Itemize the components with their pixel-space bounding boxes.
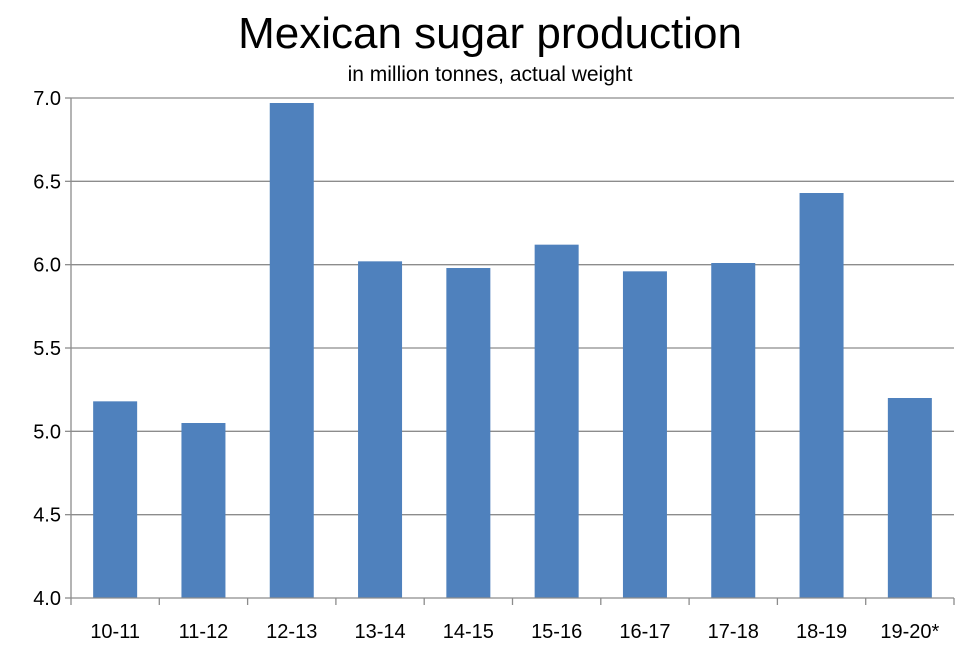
x-tick-label: 12-13 [266, 621, 317, 643]
bar-15-16 [534, 244, 579, 598]
bar-19-20 [887, 398, 932, 598]
y-tick-label: 6.5 [33, 171, 61, 193]
x-tick-label: 13-14 [354, 621, 405, 643]
y-tick-label: 4.0 [33, 588, 61, 610]
bar-11-12 [181, 423, 226, 598]
y-tick-labels: 4.0 4.5 5.0 5.5 6.0 6.5 7.0 [33, 88, 61, 610]
x-tick-label: 18-19 [796, 621, 847, 643]
y-tick-label: 5.0 [33, 421, 61, 443]
x-tick-label: 15-16 [531, 621, 582, 643]
bar-14-15 [446, 268, 491, 598]
bar-13-14 [358, 261, 403, 598]
x-tick-labels: 10-11 11-12 12-13 13-14 14-15 15-16 16-17 17-18… [90, 621, 939, 643]
chart-subtitle: in million tonnes, actual weight [348, 63, 633, 86]
y-tick-label: 4.5 [33, 505, 61, 527]
x-tick-label: 10-11 [90, 621, 140, 643]
x-tick-label: 19-20* [880, 621, 939, 643]
bar-18-19 [799, 193, 844, 598]
bar-16-17 [622, 271, 667, 598]
chart-title: Mexican sugar production [238, 9, 742, 58]
axes [65, 97, 955, 605]
bar-10-11 [93, 401, 138, 598]
x-tick-label: 17-18 [708, 621, 759, 643]
x-tick-label: 14-15 [443, 621, 494, 643]
x-tick-label: 16-17 [619, 621, 670, 643]
y-tick-label: 6.0 [33, 255, 61, 277]
bar-12-13 [269, 103, 314, 598]
bar-17-18 [711, 263, 756, 598]
x-tick-label: 11-12 [179, 621, 229, 643]
bars [93, 103, 932, 598]
y-tick-label: 5.5 [33, 338, 61, 360]
y-tick-label: 7.0 [33, 88, 61, 110]
